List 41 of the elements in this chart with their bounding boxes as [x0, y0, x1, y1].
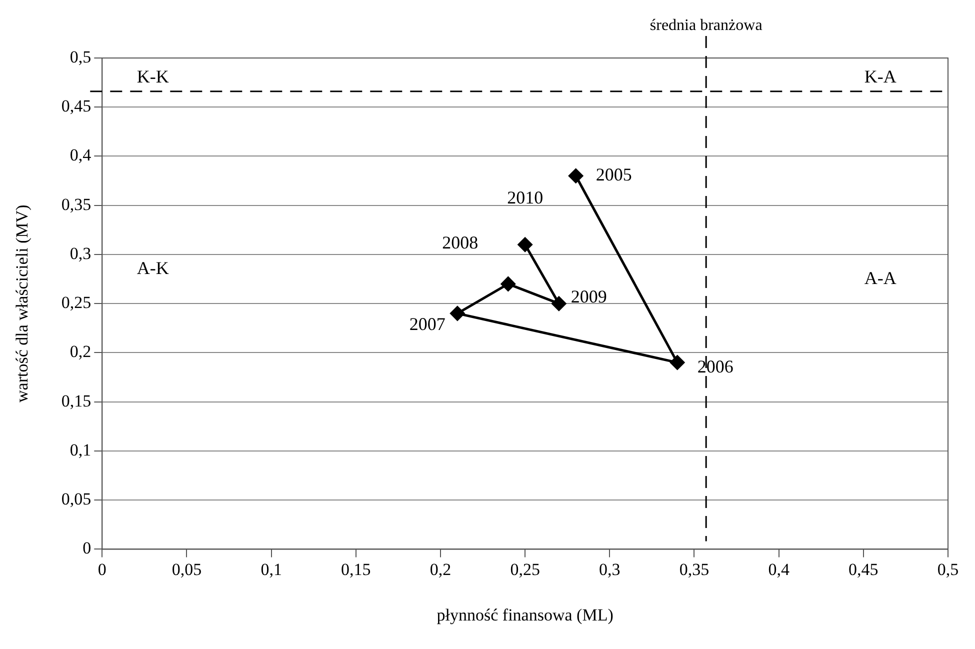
point	[450, 306, 465, 321]
x-tick-label: 0,25	[510, 560, 540, 579]
annotation: 2009	[570, 286, 607, 306]
y-axis-title: wartość dla właścicieli (MV)	[12, 204, 32, 402]
x-tick-label: 0,2	[430, 560, 452, 579]
annotation: 2010	[507, 187, 544, 208]
x-tick-label: 0,1	[260, 560, 282, 579]
y-tick-label: 0,2	[70, 342, 92, 362]
annotation: 2005	[596, 164, 632, 185]
x-tick-label: 0,35	[679, 560, 710, 579]
x-tick-label: 0,5	[937, 560, 959, 579]
y-tick-label: 0,4	[70, 146, 92, 165]
annotation: K-K	[136, 66, 169, 86]
y-tick-label: 0,1	[70, 440, 92, 460]
point	[670, 355, 685, 370]
point	[568, 168, 584, 184]
point	[552, 296, 566, 311]
x-tick-label: 0,45	[848, 560, 878, 579]
y-tick-label: 0,45	[61, 96, 92, 116]
annotation: 2007	[409, 314, 446, 334]
point	[518, 237, 532, 252]
x-tick-label: 0,4	[768, 560, 790, 579]
y-tick-label: 0,5	[70, 47, 92, 66]
annotation: A-K	[136, 258, 169, 278]
point	[500, 276, 516, 292]
y-tick-label: 0	[82, 538, 92, 558]
annotation: K-A	[864, 66, 896, 86]
y-tick-label: 0,35	[61, 194, 92, 214]
y-tick-label: 0,05	[61, 490, 92, 509]
ref-line-label: średnia branżowa	[650, 17, 762, 34]
annotation: 2006	[697, 356, 734, 376]
y-tick-label: 0,25	[61, 293, 92, 312]
annotation: 2008	[442, 232, 478, 253]
x-tick-label: 0,05	[172, 560, 202, 579]
annotation: A-A	[864, 268, 896, 288]
y-tick-label: 0,3	[70, 244, 92, 263]
x-tick-label: 0,15	[341, 560, 371, 579]
x-axis-title: płynność finansowa (ML)	[436, 605, 614, 624]
y-tick-label: 0,15	[61, 391, 92, 410]
x-tick-label: 0,3	[599, 560, 620, 579]
x-tick-label: 0	[98, 560, 106, 579]
